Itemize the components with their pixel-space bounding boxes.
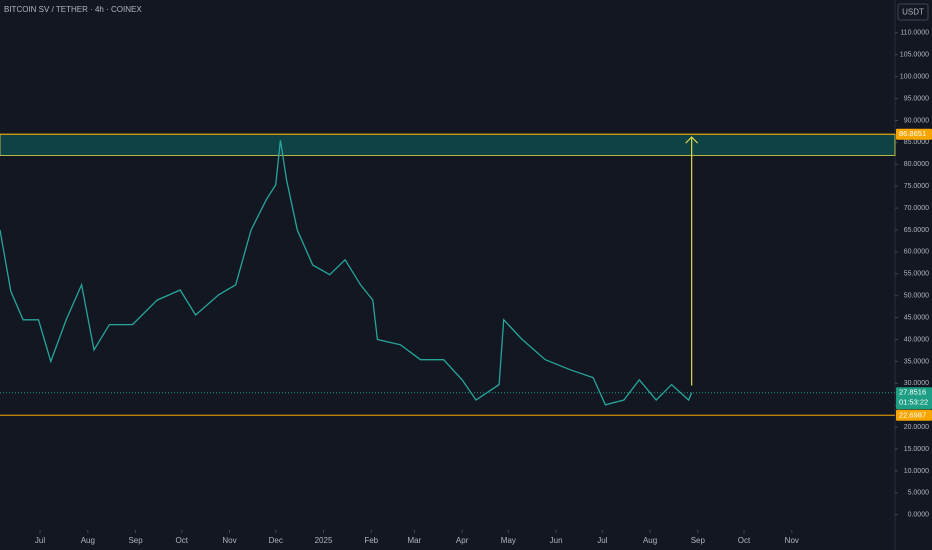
price-line <box>0 140 693 406</box>
x-tick-label: Feb <box>364 536 378 545</box>
y-tick-label: 50.0000 <box>904 293 929 300</box>
x-tick-label: Apr <box>456 536 469 545</box>
price-label: 86.8651 <box>899 129 926 138</box>
countdown: 01:53:22 <box>899 398 928 407</box>
x-tick-label: Aug <box>81 536 95 545</box>
y-tick-label: 20.0000 <box>904 424 929 431</box>
y-tick-label: 10.0000 <box>904 468 929 475</box>
x-tick-label: Oct <box>176 536 189 545</box>
x-tick-label: Jul <box>35 536 45 545</box>
x-tick-label: Nov <box>222 536 236 545</box>
x-tick-label: Oct <box>738 536 751 545</box>
chart-title: BITCOIN SV / TETHER · 4h · COINEX <box>4 5 142 14</box>
y-tick-label: 65.0000 <box>904 227 929 234</box>
y-tick-label: 95.0000 <box>904 95 929 102</box>
price-label: 27.8516 <box>899 388 926 397</box>
price-label-box <box>896 409 932 421</box>
x-tick-label: Mar <box>407 536 421 545</box>
y-tick-label: 110.0000 <box>900 30 929 37</box>
x-tick-label: Aug <box>643 536 657 545</box>
x-tick-label: Sep <box>691 536 706 545</box>
x-tick-label: Jun <box>550 536 563 545</box>
y-tick-label: 35.0000 <box>904 358 929 365</box>
x-tick-label: 2025 <box>315 536 333 545</box>
target-zone <box>0 133 896 156</box>
arrow-head <box>685 136 699 144</box>
y-tick-label: 60.0000 <box>904 249 929 256</box>
y-tick-label: 55.0000 <box>904 271 929 278</box>
x-tick-label: Sep <box>128 536 143 545</box>
y-tick-label: 100.0000 <box>900 74 929 81</box>
y-tick-label: 90.0000 <box>904 117 929 124</box>
price-label: 22.6987 <box>899 410 926 419</box>
x-tick-label: Nov <box>785 536 799 545</box>
currency[interactable]: USDT <box>902 8 924 17</box>
y-tick-label: 80.0000 <box>904 161 929 168</box>
price-label-box <box>896 128 932 140</box>
price-label-box <box>896 387 932 410</box>
y-tick-label: 30.0000 <box>904 380 929 387</box>
y-tick-label: 105.0000 <box>900 52 929 59</box>
y-tick-label: 70.0000 <box>904 205 929 212</box>
y-tick-label: 75.0000 <box>904 183 929 190</box>
x-tick-label: May <box>501 536 516 545</box>
y-tick-label: 45.0000 <box>904 314 929 321</box>
y-tick-label: 5.0000 <box>908 490 930 497</box>
y-tick-label: 0.0000 <box>908 512 930 519</box>
x-tick-label: Dec <box>269 536 283 545</box>
y-tick-label: 85.0000 <box>904 139 929 146</box>
y-tick-label: 15.0000 <box>904 446 929 453</box>
y-tick-label: 40.0000 <box>904 336 929 343</box>
x-tick-label: Jul <box>597 536 607 545</box>
currency-box[interactable] <box>897 3 929 21</box>
